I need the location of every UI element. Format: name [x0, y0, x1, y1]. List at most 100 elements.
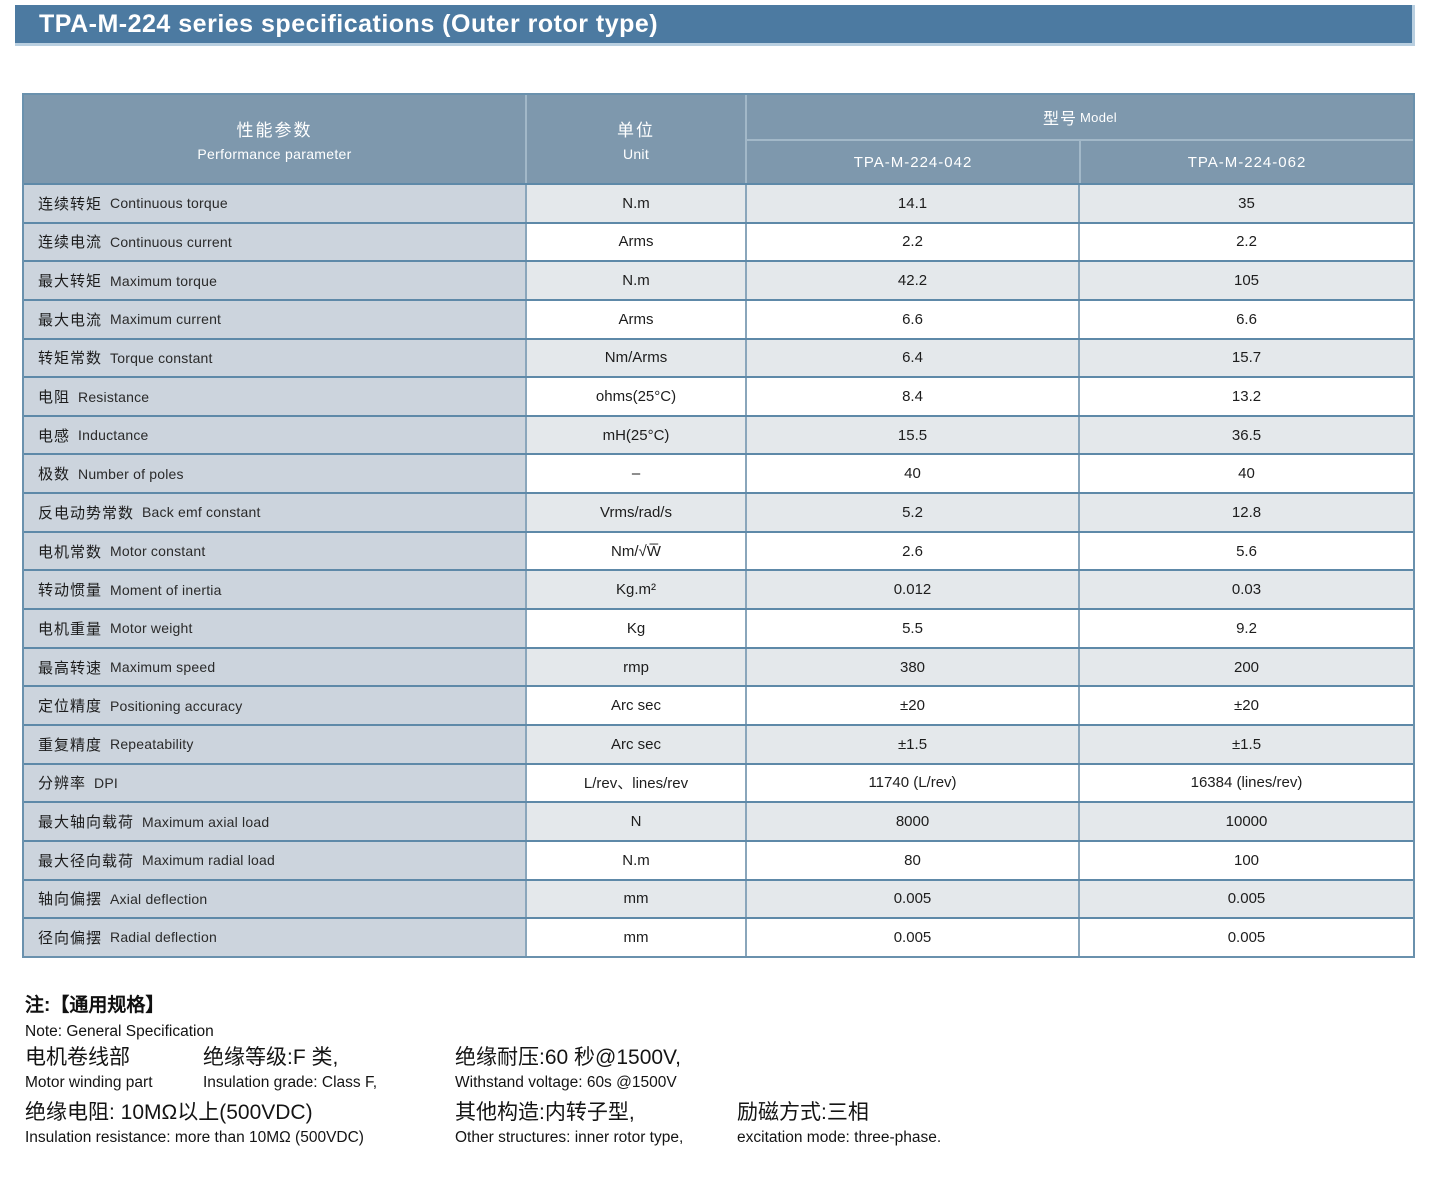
- note-zh: 绝缘耐压:60 秒@1500V,: [455, 1046, 681, 1069]
- row-parameter-label: 连续转矩 Continuous torque: [24, 185, 525, 222]
- note-other-structures: 其他构造:内转子型, Other structures: inner rotor…: [455, 1101, 683, 1147]
- row-parameter-en: Axial deflection: [110, 890, 208, 907]
- row-value-tpa-m-224-042: 5.5: [745, 610, 1078, 647]
- spec-table-body: 连续转矩 Continuous torque N.m 14.1 35 连续电流 …: [24, 185, 1413, 956]
- row-value-tpa-m-224-062: 16384 (lines/rev): [1078, 764, 1413, 802]
- header-model: 型号 Model: [747, 95, 1413, 141]
- row-parameter-zh: 轴向偏摆: [38, 891, 103, 909]
- row-value-tpa-m-224-062: ±1.5: [1078, 725, 1413, 763]
- header-model-062: TPA-M-224-062: [1079, 141, 1413, 183]
- row-value-tpa-m-224-042: 0.012: [745, 571, 1078, 609]
- row-parameter-label: 最大转矩 Maximum torque: [24, 262, 525, 299]
- table-row: 最大电流 Maximum current Arms 6.6 6.6: [24, 300, 1413, 340]
- row-parameter-en: Maximum radial load: [142, 852, 275, 869]
- note-excitation-mode: 励磁方式:三相 excitation mode: three-phase.: [737, 1101, 941, 1147]
- row-unit: Vrms/rad/s: [525, 494, 745, 531]
- row-parameter-en: Motor weight: [110, 620, 193, 637]
- row-parameter-label: 重复精度 Repeatability: [24, 725, 525, 763]
- table-row: 电感 Inductance mH(25°C) 15.5 36.5: [24, 416, 1413, 456]
- row-unit: mH(25°C): [525, 416, 745, 454]
- table-row: 极数 Number of poles – 40 40: [24, 455, 1413, 495]
- note-en: Insulation resistance: more than 10MΩ (5…: [25, 1129, 364, 1146]
- row-parameter-label: 轴向偏摆 Axial deflection: [24, 880, 525, 918]
- row-parameter-label: 电阻 Resistance: [24, 378, 525, 415]
- row-parameter-en: Maximum current: [110, 311, 222, 328]
- note-en: Withstand voltage: 60s @1500V: [455, 1074, 677, 1091]
- row-value-tpa-m-224-042: ±20: [745, 687, 1078, 724]
- row-parameter-label: 最大电流 Maximum current: [24, 300, 525, 338]
- row-parameter-zh: 最大径向载荷: [38, 852, 135, 870]
- note-en: Other structures: inner rotor type,: [455, 1129, 684, 1146]
- note-title-en: Note: General Specification: [25, 1023, 214, 1040]
- row-value-tpa-m-224-062: 6.6: [1078, 300, 1413, 338]
- row-parameter-en: Torque constant: [110, 349, 213, 366]
- header-unit: 单位 Unit: [525, 95, 745, 183]
- note-insulation-grade: 绝缘等级:F 类, Insulation grade: Class F,: [203, 1046, 377, 1092]
- row-parameter-en: Continuous current: [110, 233, 232, 250]
- header-performance-parameter-zh: 性能参数: [236, 121, 313, 140]
- table-row: 定位精度 Positioning accuracy Arc sec ±20 ±2…: [24, 687, 1413, 726]
- row-parameter-zh: 最高转速: [38, 659, 103, 677]
- row-value-tpa-m-224-042: 0.005: [745, 880, 1078, 918]
- row-unit: N.m: [525, 262, 745, 299]
- row-value-tpa-m-224-062: 105: [1078, 262, 1413, 299]
- row-value-tpa-m-224-042: 8.4: [745, 378, 1078, 415]
- note-insulation-resistance: 绝缘电阻: 10MΩ以上(500VDC) Insulation resistan…: [25, 1101, 364, 1147]
- table-row: 最高转速 Maximum speed rmp 380 200: [24, 648, 1413, 688]
- row-parameter-zh: 电感: [38, 427, 71, 445]
- row-parameter-zh: 径向偏摆: [38, 929, 103, 947]
- table-row: 最大径向载荷 Maximum radial load N.m 80 100: [24, 841, 1413, 881]
- row-unit: –: [525, 455, 745, 493]
- row-unit: Nm/√W̅: [525, 532, 745, 570]
- row-value-tpa-m-224-062: 15.7: [1078, 339, 1413, 377]
- row-value-tpa-m-224-062: 35: [1078, 185, 1413, 222]
- table-row: 最大转矩 Maximum torque N.m 42.2 105: [24, 262, 1413, 301]
- row-parameter-en: DPI: [94, 774, 118, 791]
- row-unit: Arms: [525, 300, 745, 338]
- row-value-tpa-m-224-062: 9.2: [1078, 610, 1413, 647]
- header-model-group: 型号 Model TPA-M-224-042 TPA-M-224-062: [745, 95, 1413, 183]
- row-value-tpa-m-224-042: ±1.5: [745, 725, 1078, 763]
- row-parameter-en: Inductance: [78, 427, 149, 444]
- header-model-names: TPA-M-224-042 TPA-M-224-062: [747, 141, 1413, 183]
- row-parameter-en: Continuous torque: [110, 195, 228, 212]
- row-value-tpa-m-224-062: 2.2: [1078, 223, 1413, 261]
- table-row: 电阻 Resistance ohms(25°C) 8.4 13.2: [24, 378, 1413, 417]
- row-parameter-label: 最高转速 Maximum speed: [24, 648, 525, 686]
- row-value-tpa-m-224-042: 8000: [745, 803, 1078, 840]
- row-value-tpa-m-224-042: 2.2: [745, 223, 1078, 261]
- row-value-tpa-m-224-042: 0.005: [745, 919, 1078, 956]
- row-value-tpa-m-224-062: 0.005: [1078, 919, 1413, 956]
- row-unit: mm: [525, 880, 745, 918]
- row-value-tpa-m-224-062: 0.005: [1078, 880, 1413, 918]
- row-parameter-zh: 最大电流: [38, 311, 103, 329]
- note-title: 注:【通用规格】 Note: General Specification: [25, 990, 214, 1041]
- row-unit: ohms(25°C): [525, 378, 745, 415]
- row-unit: Kg.m²: [525, 571, 745, 609]
- row-parameter-en: Number of poles: [78, 465, 184, 482]
- row-parameter-en: Resistance: [78, 388, 150, 405]
- row-value-tpa-m-224-042: 15.5: [745, 416, 1078, 454]
- row-parameter-en: Back emf constant: [142, 504, 261, 521]
- table-row: 转动惯量 Moment of inertia Kg.m² 0.012 0.03: [24, 571, 1413, 611]
- note-zh: 绝缘电阻: 10MΩ以上(500VDC): [25, 1101, 313, 1124]
- row-parameter-zh: 定位精度: [38, 698, 103, 716]
- row-value-tpa-m-224-062: 12.8: [1078, 494, 1413, 531]
- row-parameter-en: Positioning accuracy: [110, 697, 243, 714]
- row-parameter-zh: 连续电流: [38, 234, 103, 252]
- row-parameter-zh: 电阻: [38, 389, 71, 407]
- row-parameter-en: Maximum speed: [110, 659, 216, 675]
- note-zh: 励磁方式:三相: [737, 1101, 869, 1124]
- row-value-tpa-m-224-042: 42.2: [745, 262, 1078, 299]
- row-value-tpa-m-224-042: 11740 (L/rev): [745, 764, 1078, 802]
- row-unit: Arc sec: [525, 687, 745, 724]
- spec-table-header: 性能参数 Performance parameter 单位 Unit 型号 Mo…: [24, 95, 1413, 185]
- row-value-tpa-m-224-062: 10000: [1078, 803, 1413, 840]
- table-row: 连续电流 Continuous current Arms 2.2 2.2: [24, 223, 1413, 263]
- row-value-tpa-m-224-042: 80: [745, 841, 1078, 879]
- row-value-tpa-m-224-042: 2.6: [745, 532, 1078, 570]
- table-row: 最大轴向载荷 Maximum axial load N 8000 10000: [24, 803, 1413, 842]
- header-model-en: Model: [1080, 109, 1117, 125]
- row-value-tpa-m-224-062: 40: [1078, 455, 1413, 493]
- header-performance-parameter-en: Performance parameter: [197, 146, 352, 162]
